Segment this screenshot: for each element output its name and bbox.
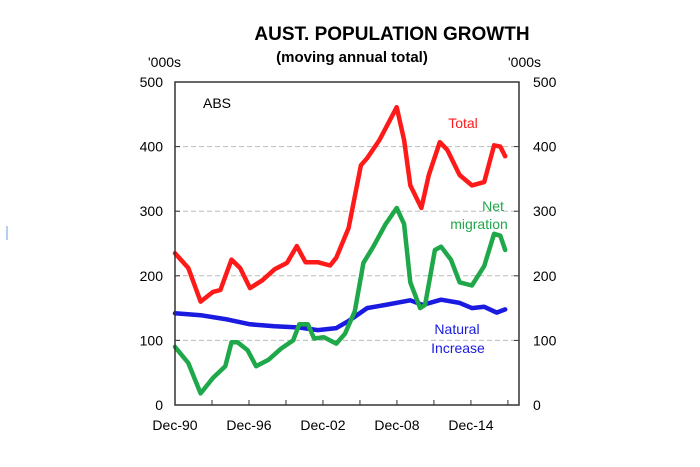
y-tick-label-left: 0: [155, 397, 163, 413]
y-tick-label-right: 400: [533, 139, 557, 155]
y-tick-label-left: 400: [140, 139, 164, 155]
y-tick-label-left: 100: [140, 332, 164, 348]
y-tick-label-right: 200: [533, 268, 557, 284]
y-tick-label-right: 300: [533, 203, 557, 219]
y-tick-label-right: 500: [533, 74, 557, 90]
y-tick-label-left: 500: [140, 74, 164, 90]
x-tick-label: Dec-96: [226, 417, 271, 433]
right-axis-unit: '000s: [508, 54, 541, 70]
series-label: Natural: [434, 321, 479, 337]
y-tick-label-right: 100: [533, 332, 557, 348]
series-line-natural-increase: [172, 297, 508, 333]
series-label: Total: [448, 115, 478, 131]
plot-frame: [174, 81, 520, 406]
series-label: migration: [450, 216, 508, 232]
left-axis-unit: '000s: [148, 54, 181, 70]
chart-subtitle: (moving annual total): [276, 49, 428, 66]
chart-title: AUST. POPULATION GROWTH: [254, 24, 529, 45]
series-line-total: [172, 104, 508, 304]
x-tick-label: Dec-14: [448, 417, 493, 433]
series-label: Net: [482, 198, 504, 214]
y-tick-label-right: 0: [533, 397, 541, 413]
x-tick-label: Dec-02: [300, 417, 345, 433]
series-label: Increase: [431, 340, 485, 356]
source-label: ABS: [203, 95, 231, 111]
series-line-net-migration: [172, 205, 508, 396]
y-tick-label-left: 200: [140, 268, 164, 284]
x-tick-label: Dec-08: [374, 417, 419, 433]
y-tick-label-left: 300: [140, 203, 164, 219]
x-tick-label: Dec-90: [152, 417, 197, 433]
